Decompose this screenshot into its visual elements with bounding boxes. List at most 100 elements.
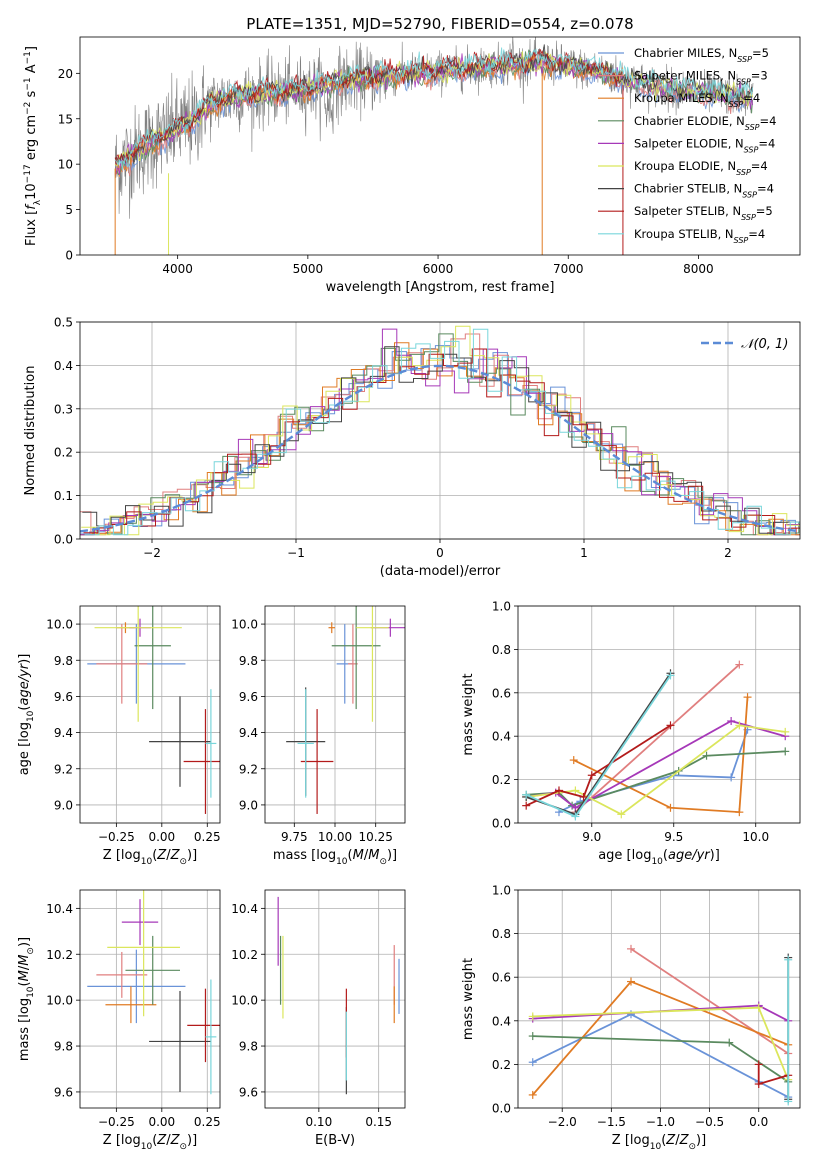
mass_vs_Z-ytick-label: 9.6	[54, 1085, 73, 1099]
massweight_vs_age-xtick-label: 9.0	[582, 830, 601, 844]
mass-weight-line	[526, 750, 786, 807]
mass_vs_ebv-plot-area	[277, 896, 400, 1095]
model-spectrum	[114, 44, 754, 164]
spectrum-ytick-label: 5	[65, 203, 73, 217]
residuals-xtick-label: 0	[436, 546, 444, 560]
legend-entry: Kroupa MILES, NSSP=4	[634, 91, 760, 109]
mass_vs_Z-ytick-label: 10.2	[46, 948, 73, 962]
residuals-ytick-label: 0.0	[54, 533, 73, 547]
legend-entry: Kroupa ELODIE, NSSP=4	[634, 159, 768, 177]
mass-weight-line	[573, 697, 749, 814]
mass_vs_Z-ytick-label: 10.0	[46, 994, 73, 1008]
mass-weight-line	[574, 663, 740, 813]
mass_vs_Z-xtick-label: 0.25	[194, 1115, 221, 1129]
residuals-ytick-label: 0.4	[54, 359, 73, 373]
residuals-ytick-label: 0.3	[54, 402, 73, 416]
age_vs_mass-xtick-label: 10.00	[318, 830, 352, 844]
residuals-xtick-label: −1	[287, 546, 305, 560]
x-axis-label: Z [log10(Z/Z⊙)]	[103, 1133, 197, 1152]
spectrum-xtick-label: 4000	[162, 262, 193, 276]
legend-entry: Chabrier STELIB, NSSP=4	[634, 182, 774, 200]
mass_vs_ebv-ytick-label: 10.2	[231, 948, 258, 962]
residuals-plot-area	[80, 325, 800, 536]
massweight_vs_age-xtick-label: 9.5	[664, 830, 683, 844]
age_vs_Z-xtick-label: 0.00	[148, 830, 175, 844]
residuals-xtick-label: −2	[143, 546, 161, 560]
residuals-panel: −2 −1 0 1 2 0.0 0.1 0.2 0.3 0.4 0.5 (data-model)/er…	[23, 316, 801, 579]
legend-entry: 𝒩(0, 1)	[741, 337, 788, 352]
axes-frame	[264, 605, 406, 824]
spectrum-xtick-label: 8000	[683, 262, 714, 276]
massweight_vs_Z-ytick-label: 0.4	[492, 1014, 511, 1028]
legend-entry: Chabrier ELODIE, NSSP=4	[634, 114, 776, 132]
age_vs_Z-ytick-label: 9.6	[54, 690, 73, 704]
age_vs_Z-xtick-label: −0.25	[98, 830, 135, 844]
mass-weight-line	[630, 948, 789, 1055]
x-axis-label: (data-model)/error	[380, 564, 501, 579]
legend-entry: Kroupa STELIB, NSSP=4	[634, 227, 765, 245]
axes-frame	[517, 889, 801, 1109]
massweight_vs_age-ytick-label: 0.2	[492, 773, 511, 787]
age_vs_mass-xtick-label: 9.75	[281, 830, 308, 844]
mass_vs_Z-ytick-label: 9.8	[54, 1040, 73, 1054]
massweight_vs_Z-xtick-label: 0.0	[749, 1115, 768, 1129]
spectrum-ytick-label: 0	[65, 249, 73, 263]
age_vs_Z-ytick-label: 9.2	[54, 762, 73, 776]
axes-frame	[264, 889, 406, 1109]
mass_vs_ebv-xtick-label: 0.10	[305, 1115, 332, 1129]
massweight_vs_Z-panel: −2.0 −1.5 −1.0 −0.5 0.0 0.0 0.2 0.4 0.6 0.8 1.0 Z […	[461, 884, 801, 1152]
y-axis-label: mass weight	[461, 673, 476, 755]
histogram-step	[82, 346, 800, 534]
y-axis-label: mass [log10(M/M⊙)]	[17, 937, 36, 1061]
x-axis-label: wavelength [Angstrom, rest frame]	[326, 280, 555, 295]
massweight_vs_Z-ytick-label: 0.2	[492, 1058, 511, 1072]
residuals-ytick-label: 0.5	[54, 316, 73, 330]
spectrum-xtick-label: 5000	[293, 262, 324, 276]
axes-frame	[79, 605, 221, 824]
massweight_vs_Z-xtick-label: −0.5	[695, 1115, 724, 1129]
massweight_vs_age-ytick-label: 0.6	[492, 686, 511, 700]
massweight_vs_age-plot-area	[522, 660, 790, 821]
residuals-ytick-label: 0.2	[54, 446, 73, 460]
mass_vs_ebv-grid	[265, 890, 405, 1108]
residuals-ytick-label: 0.1	[54, 489, 73, 503]
age_vs_mass-ytick-label: 10.0	[231, 618, 258, 632]
histogram-step	[83, 348, 800, 536]
mass_vs_ebv-ytick-label: 10.0	[231, 994, 258, 1008]
age_vs_Z-ytick-label: 10.0	[46, 618, 73, 632]
x-axis-label: age [log10(age/yr)]	[598, 848, 720, 867]
x-axis-label: Z [log10(Z/Z⊙)]	[103, 848, 197, 867]
massweight_vs_Z-plot-area	[528, 944, 793, 1106]
legend-entry: Salpeter ELODIE, NSSP=4	[634, 136, 775, 154]
spectrum-ytick-label: 10	[58, 158, 73, 172]
mass_vs_ebv-panel: 0.10 0.15 9.6 9.8 10.0 10.2 10.4 E(B-V)	[231, 889, 406, 1148]
model-spectrum	[114, 48, 623, 165]
normal-curve	[80, 364, 800, 533]
age_vs_mass-ytick-label: 9.8	[239, 654, 258, 668]
y-axis-label: Flux [fλ10−17 erg cm−2 s−1 A−1]	[23, 46, 43, 246]
mass_vs_Z-grid	[80, 890, 220, 1108]
y-axis-label: mass weight	[461, 958, 476, 1040]
y-axis-label: age [log10(age/yr)]	[17, 654, 36, 776]
x-axis-label: mass [log10(M/M⊙)]	[273, 848, 397, 867]
massweight_vs_Z-xtick-label: −1.5	[597, 1115, 626, 1129]
spectrum-xtick-label: 6000	[423, 262, 454, 276]
model-spectrum	[114, 47, 754, 171]
massweight_vs_age-ytick-label: 1.0	[492, 600, 511, 614]
mass_vs_ebv-xtick-label: 0.15	[365, 1115, 392, 1129]
histogram-step	[80, 342, 800, 536]
age_vs_mass-ytick-label: 9.0	[239, 798, 258, 812]
massweight_vs_Z-grid	[518, 889, 800, 1109]
legend-entry: Salpeter MILES, NSSP=3	[634, 69, 768, 87]
massweight_vs_Z-xtick-label: −2.0	[548, 1115, 577, 1129]
x-axis-label: E(B-V)	[315, 1133, 355, 1148]
spectrum-ytick-label: 20	[58, 67, 73, 81]
axes-frame	[79, 889, 221, 1109]
spectrum-plot-area	[114, 37, 754, 255]
massweight_vs_age-ytick-label: 0.0	[492, 817, 511, 831]
massweight_vs_age-ytick-label: 0.8	[492, 643, 511, 657]
x-axis-label: Z [log10(Z/Z⊙)]	[612, 1133, 706, 1152]
legend-entry: Chabrier MILES, NSSP=5	[634, 46, 769, 64]
